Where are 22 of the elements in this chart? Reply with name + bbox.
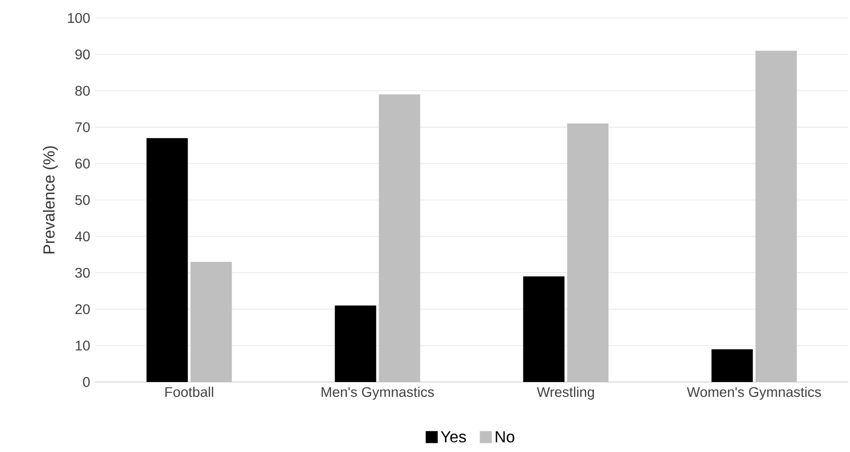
y-tick-label: 10 [76,340,90,351]
y-tick-label: 70 [75,122,90,132]
legend-label: Yes [440,431,466,442]
bar [146,138,188,382]
y-tick-label: 0 [83,377,90,387]
y-tick-label: 80 [75,86,90,96]
legend-label: No [496,431,514,442]
y-tick-label: 40 [75,231,90,242]
bar [334,306,376,382]
y-tick-label: 50 [75,195,90,205]
x-tick-label: Women's Gymnastics [686,386,821,400]
x-tick-label: Football [165,386,214,397]
x-tick-label: Wrestling [536,386,594,400]
y-tick-label: 100 [68,13,90,23]
y-tick-label: 30 [75,268,90,278]
bar [711,349,753,382]
y-axis-title: Prevalence (%) [42,146,58,254]
y-tick-label: 60 [75,158,90,169]
y-tick-label: 20 [75,304,90,314]
x-tick-label: Men's Gymnastics [322,386,434,400]
bar [523,276,564,382]
y-tick-label: 90 [75,49,90,60]
